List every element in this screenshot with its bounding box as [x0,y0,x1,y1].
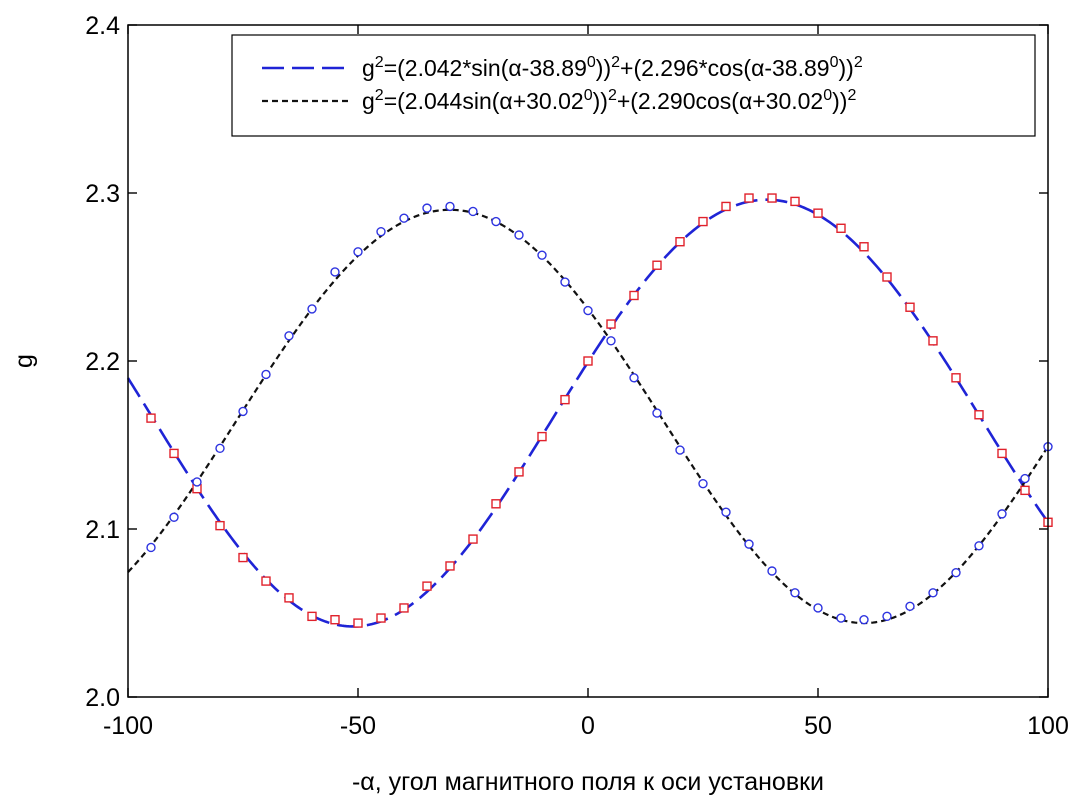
square-marker [767,193,777,203]
square-marker [560,394,570,405]
axis-ticks: -100 -50 0 50 100 2.0 2.1 2.2 2.3 2.4 [85,12,1069,740]
circle-marker [767,566,777,576]
circle-marker [491,216,501,227]
circle-marker [169,512,179,522]
square-marker [514,467,524,477]
circle-marker [330,267,340,277]
circle-marker [215,443,225,454]
circle-marker [353,247,363,257]
circle-marker [468,206,478,217]
square-marker [974,410,984,420]
circle-marker [721,507,731,517]
circle-marker [1020,473,1030,484]
x-tick-label: 100 [1027,712,1069,740]
square-marker [698,216,708,227]
square-marker [491,499,501,509]
circle-marker [445,201,455,212]
square-marker [790,196,800,207]
circle-marker [514,230,524,240]
square-marker [422,581,432,591]
square-marker [905,302,915,312]
square-marker [629,290,639,301]
square-marker [169,448,179,459]
square-marker [1020,485,1030,496]
legend-entry-1: g2=(2.042*sin(α-38.890))2+(2.296*cos(α-3… [362,54,863,81]
x-tick-label: -100 [103,712,153,740]
circle-marker [813,603,823,613]
square-marker [675,237,685,247]
circle-marker [583,305,593,316]
y-tick-label: 2.3 [85,180,120,208]
circle-marker [238,406,248,417]
square-marker [399,603,409,613]
legend-box [231,34,1036,137]
square-marker [307,611,317,622]
square-marker [721,201,731,212]
circle-marker [675,445,685,455]
square-marker [353,618,363,628]
square-marker [146,413,156,423]
square-marker [744,193,754,203]
fit-curve-1 [126,198,1050,628]
circle-marker [146,542,156,553]
y-tick-label: 2.0 [85,684,120,712]
circle-marker [652,408,662,418]
circle-marker [882,611,892,622]
y-axis-label: g [10,354,38,368]
circle-marker [905,601,915,611]
circle-marker [974,541,984,551]
legend-entry-2: g2=(2.044sin(α+30.020))2+(2.290cos(α+30.… [362,87,856,114]
circle-marker [997,509,1007,519]
circle-marker [928,588,938,598]
square-marker [261,576,271,586]
circle-marker [698,478,708,489]
circle-marker [399,213,409,223]
circle-marker [744,539,754,549]
fit-curve-2 [127,208,1049,625]
x-tick-label: 0 [581,712,595,740]
x-axis-label: -α, угол магнитного поля к оси установки [352,768,824,796]
square-marker [836,223,846,233]
square-marker [997,448,1007,459]
data-markers [146,193,1053,628]
circle-marker [284,331,294,341]
fit-curves [126,198,1050,628]
square-marker [928,336,938,346]
square-marker [951,373,961,383]
square-marker [813,208,823,218]
y-tick-label: 2.2 [85,348,120,376]
circle-marker [192,477,202,487]
circle-marker [629,373,639,383]
square-marker [537,431,547,442]
circle-marker [836,613,846,623]
square-marker [606,319,616,329]
circle-marker [790,588,800,598]
square-marker [376,613,386,623]
legend: g2=(2.042*sin(α-38.890))2+(2.296*cos(α-3… [231,34,1036,137]
x-tick-label: -50 [340,712,376,740]
circle-marker [859,615,869,625]
circle-marker [422,203,432,213]
circle-marker [376,226,386,237]
x-tick-label: 50 [804,712,832,740]
y-tick-label: 2.1 [85,516,120,544]
square-marker [238,552,248,563]
circle-marker [307,304,317,314]
circle-marker [560,277,570,287]
square-marker [215,520,225,531]
square-marker [583,356,593,366]
square-marker [859,242,869,252]
circle-marker [261,369,271,380]
square-marker [468,534,478,544]
square-marker [445,561,455,571]
square-marker [882,272,892,282]
square-marker [284,593,294,603]
square-marker [652,260,662,270]
circle-marker [537,250,547,260]
circle-marker [951,567,961,578]
y-tick-label: 2.4 [85,12,120,40]
circle-marker [606,336,616,346]
square-marker [330,615,340,625]
